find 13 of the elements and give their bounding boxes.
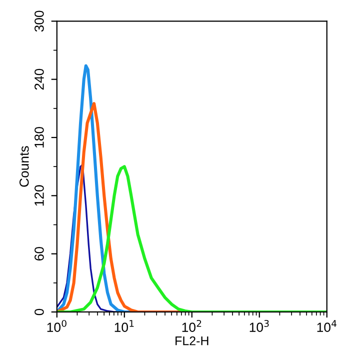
x-tick-label: 10$^{0}$ [47,320,66,332]
x-tick-label: 10$^{3}$ [250,320,269,332]
x-tick-label: 10$^{4}$ [317,320,336,332]
y-tick-label: 0 [34,308,44,316]
x-tick-label: 10$^{1}$ [114,320,134,332]
y-tick-label: 120 [34,185,44,206]
y-tick-label: 60 [34,246,44,260]
y-tick-label: 300 [34,10,44,32]
y-tick-label: 240 [34,68,44,90]
y-tick-label: 180 [34,127,44,148]
y-axis-title: Counts [19,146,29,187]
x-tick-label: 10$^{2}$ [182,320,202,332]
x-axis-title: FL2-H [176,336,208,346]
